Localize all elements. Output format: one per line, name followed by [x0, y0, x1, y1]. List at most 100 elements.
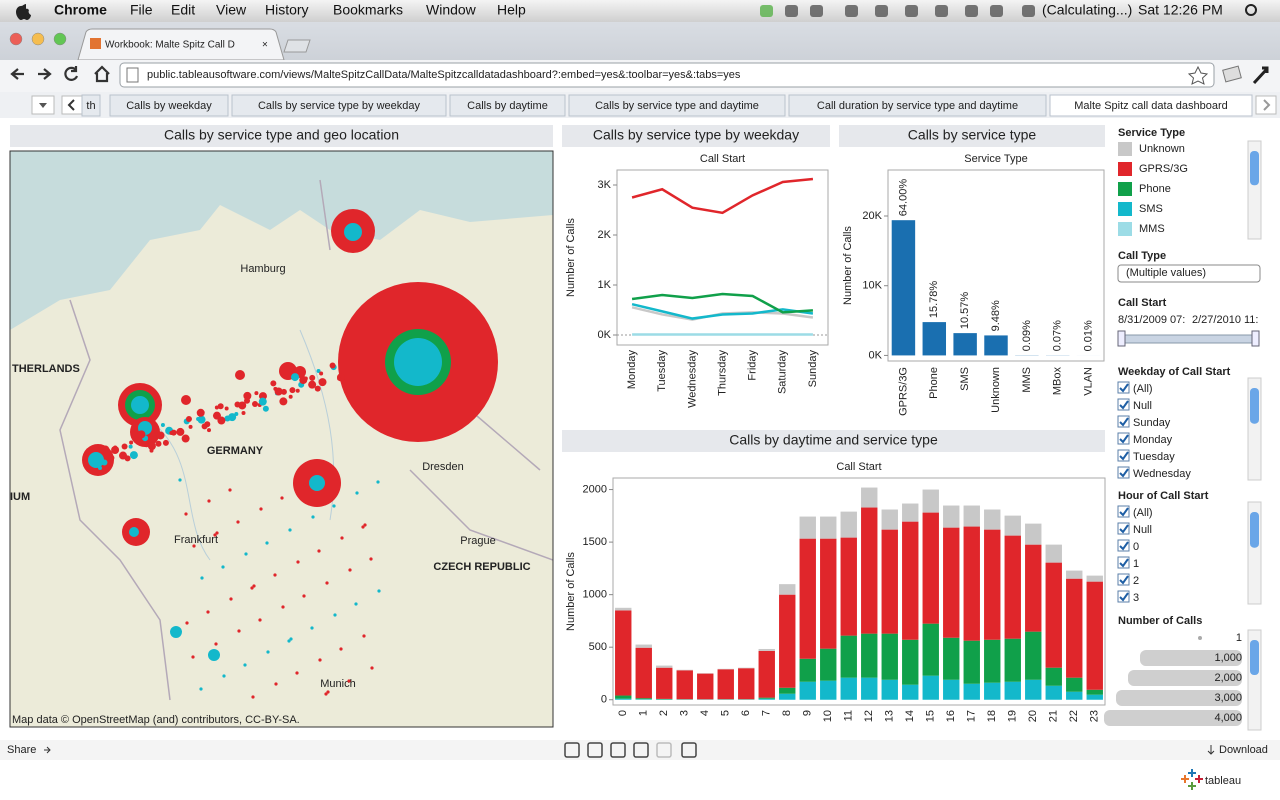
status-icon[interactable]: [905, 5, 918, 17]
extension-icon[interactable]: [1222, 65, 1242, 83]
bar-segment[interactable]: [922, 489, 939, 513]
bar-segment[interactable]: [799, 681, 816, 700]
bar-segment[interactable]: [963, 526, 980, 641]
bar-segment[interactable]: [738, 667, 755, 669]
scrollbar-thumb[interactable]: [1250, 151, 1259, 186]
bar-segment[interactable]: [656, 665, 673, 668]
download-link[interactable]: Download: [1219, 744, 1268, 756]
bar-segment[interactable]: [1025, 631, 1042, 680]
tab-scroll-left[interactable]: [61, 95, 83, 115]
bar-segment[interactable]: [963, 640, 980, 684]
bar-segment[interactable]: [779, 594, 796, 688]
bar-segment[interactable]: [1086, 694, 1103, 700]
bar-segment[interactable]: [902, 639, 919, 685]
bar-segment[interactable]: [1004, 515, 1021, 536]
menu-item[interactable]: Edit: [171, 2, 195, 18]
checkbox[interactable]: [1117, 505, 1130, 518]
checkbox-label[interactable]: 2: [1133, 575, 1139, 587]
checkbox[interactable]: [1117, 539, 1130, 552]
bar-segment[interactable]: [1045, 562, 1062, 668]
bar-segment[interactable]: [615, 607, 632, 611]
sheet-tab[interactable]: [568, 94, 786, 117]
sheet-tab[interactable]: [449, 94, 566, 117]
sheet-tab[interactable]: [231, 94, 447, 117]
bar-segment[interactable]: [820, 648, 837, 681]
bar-segment[interactable]: [779, 687, 796, 694]
reload-button[interactable]: [64, 66, 79, 81]
bar-segment[interactable]: [635, 644, 652, 648]
window-button[interactable]: [9, 32, 23, 46]
status-icon[interactable]: [965, 5, 978, 17]
bar-segment[interactable]: [840, 635, 857, 678]
bar-segment[interactable]: [1086, 575, 1103, 582]
back-button[interactable]: [10, 68, 24, 80]
search-icon[interactable]: [1245, 4, 1257, 16]
series-line[interactable]: [631, 302, 814, 320]
bar-segment[interactable]: [943, 505, 960, 528]
tab-scroll-right[interactable]: [1255, 95, 1277, 115]
bar-segment[interactable]: [1086, 689, 1103, 695]
bar-segment[interactable]: [943, 679, 960, 700]
bar-segment[interactable]: [902, 684, 919, 700]
checkbox[interactable]: [1117, 522, 1130, 535]
map[interactable]: THERLANDS Hamburg GERMANY Dresden Frankfurt P…: [9, 150, 554, 728]
status-icon[interactable]: [810, 5, 823, 17]
bar-segment[interactable]: [840, 511, 857, 538]
scrollbar-thumb[interactable]: [1250, 512, 1259, 548]
bar-segment[interactable]: [1066, 578, 1083, 678]
checkbox[interactable]: [1117, 466, 1130, 479]
bar[interactable]: [891, 220, 916, 356]
bar-segment[interactable]: [1066, 570, 1083, 579]
bar-segment[interactable]: [799, 538, 816, 659]
series-line[interactable]: [631, 177, 814, 215]
bar-segment[interactable]: [1045, 667, 1062, 686]
series-line[interactable]: [631, 292, 814, 314]
bar-segment[interactable]: [635, 647, 652, 699]
checkbox-label[interactable]: Wednesday: [1133, 468, 1191, 480]
checkbox-label[interactable]: Sunday: [1133, 417, 1171, 429]
bar-segment[interactable]: [758, 697, 775, 699]
checkbox[interactable]: [1117, 432, 1130, 445]
toolbar-button[interactable]: [656, 742, 672, 758]
checkbox[interactable]: [1117, 573, 1130, 586]
bar-segment[interactable]: [943, 637, 960, 680]
bar-segment[interactable]: [1025, 679, 1042, 700]
home-button[interactable]: [94, 65, 110, 83]
bar-segment[interactable]: [676, 670, 693, 700]
browser-tab[interactable]: [77, 28, 285, 61]
checkbox-label[interactable]: 3: [1133, 592, 1139, 604]
sheet-tab[interactable]: [788, 94, 1047, 117]
legend-label[interactable]: Phone: [1139, 183, 1171, 195]
bar-segment[interactable]: [861, 677, 878, 700]
legend-swatch[interactable]: [1118, 182, 1132, 196]
bar-segment[interactable]: [820, 538, 837, 649]
bar-segment[interactable]: [799, 658, 816, 682]
bar-segment[interactable]: [779, 584, 796, 595]
bar-segment[interactable]: [861, 487, 878, 508]
status-icon[interactable]: [935, 5, 948, 17]
bar[interactable]: [984, 335, 1008, 356]
checkbox[interactable]: [1117, 590, 1130, 603]
slider-handle[interactable]: [1251, 330, 1260, 347]
status-icon[interactable]: [785, 5, 798, 17]
bar-segment[interactable]: [902, 521, 919, 640]
menu-item[interactable]: History: [265, 2, 309, 18]
bar-segment[interactable]: [676, 669, 693, 671]
bar-segment[interactable]: [799, 516, 816, 539]
checkbox-label[interactable]: 1: [1133, 558, 1139, 570]
bar-segment[interactable]: [1066, 677, 1083, 692]
checkbox[interactable]: [1117, 415, 1130, 428]
bar-segment[interactable]: [615, 698, 632, 700]
tableau-brand[interactable]: tableau: [1205, 775, 1241, 787]
bar-segment[interactable]: [984, 529, 1001, 640]
bar-segment[interactable]: [881, 529, 898, 634]
bar-segment[interactable]: [963, 683, 980, 700]
tab-close[interactable]: ×: [262, 40, 268, 51]
bar-segment[interactable]: [820, 680, 837, 700]
new-tab[interactable]: [283, 39, 311, 53]
bar-segment[interactable]: [1066, 691, 1083, 700]
bar-segment[interactable]: [881, 679, 898, 700]
bookmark-star[interactable]: [1187, 65, 1209, 85]
checkbox[interactable]: [1117, 556, 1130, 569]
bar-segment[interactable]: [861, 507, 878, 634]
